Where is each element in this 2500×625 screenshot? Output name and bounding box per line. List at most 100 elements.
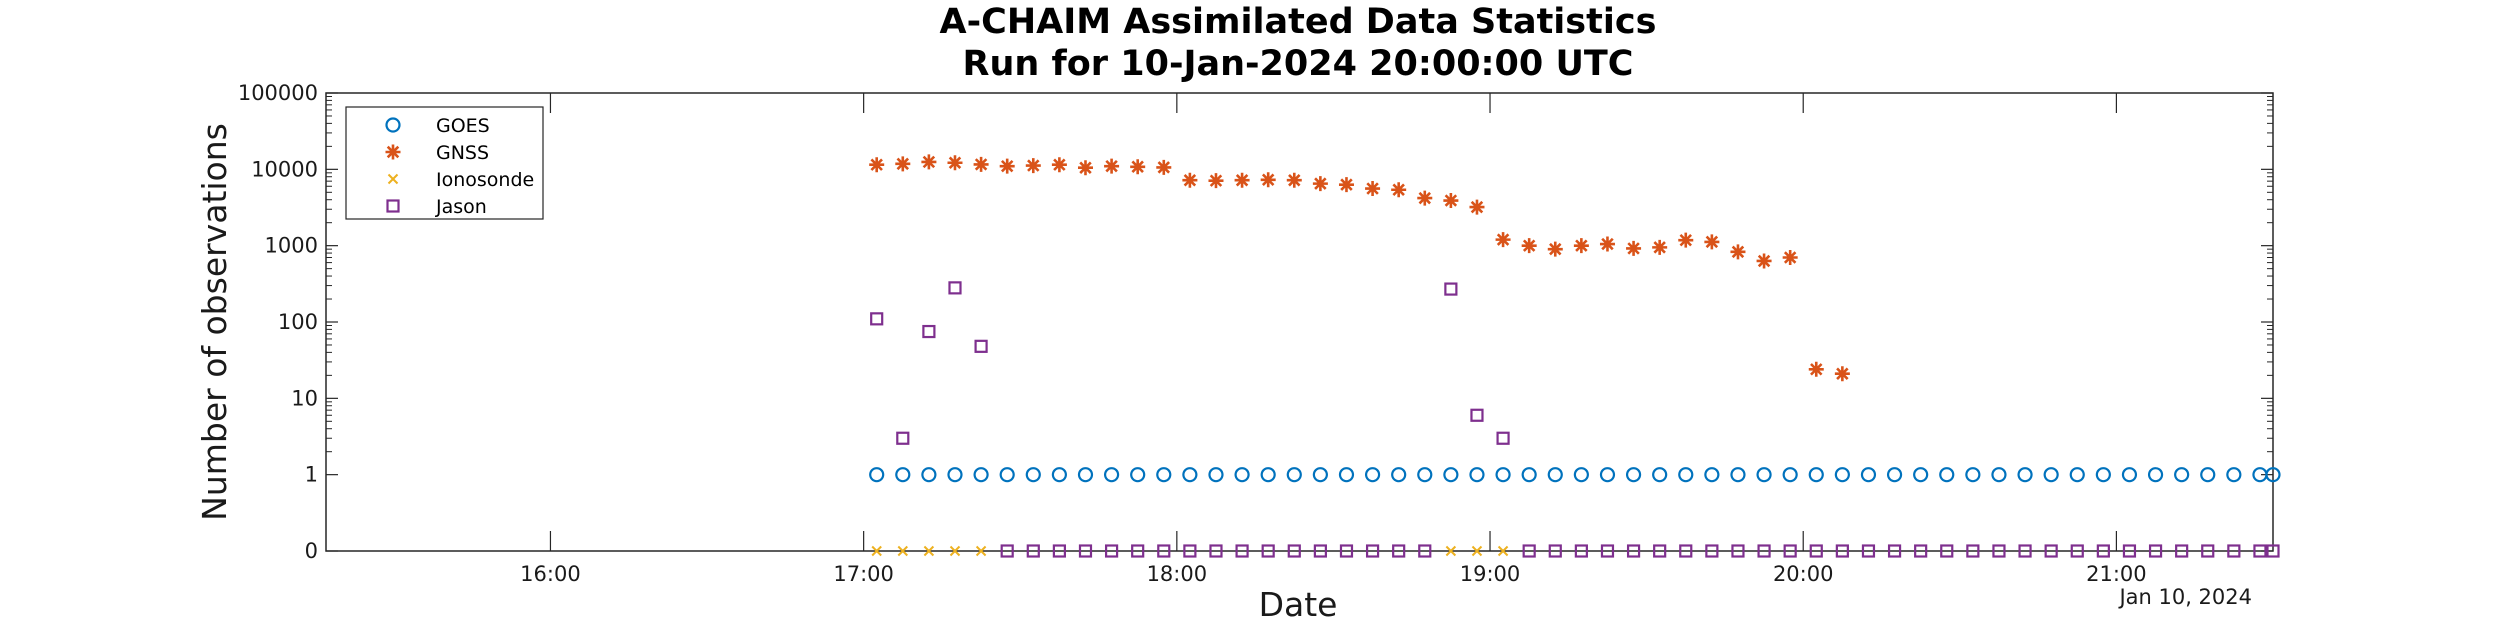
jason-point — [1418, 544, 1432, 558]
jason-point — [1026, 544, 1040, 558]
goes-point — [973, 467, 989, 483]
goes-point — [2265, 467, 2281, 483]
goes-point — [1834, 467, 1850, 483]
gnss-point — [999, 158, 1015, 174]
jason-point — [1339, 544, 1354, 558]
goes-point — [2174, 467, 2190, 483]
ionosonde-point — [871, 545, 882, 557]
goes-point — [1260, 467, 1276, 483]
gnss-point — [1208, 173, 1224, 189]
gnss-point — [1156, 159, 1172, 175]
jason-point — [2201, 544, 2215, 558]
jason-point — [2018, 544, 2032, 558]
gnss-point — [895, 156, 911, 172]
jason-point — [1104, 544, 1119, 558]
legend-box — [345, 106, 544, 220]
goes-point — [869, 467, 885, 483]
jason-point — [1157, 544, 1171, 558]
goes-point — [1469, 467, 1485, 483]
y-tick-label: 10 — [291, 386, 318, 410]
legend-marker-gnss — [385, 144, 401, 160]
goes-point — [1182, 467, 1198, 483]
jason-point — [1444, 282, 1458, 296]
goes-point — [1103, 467, 1120, 483]
goes-point — [1547, 467, 1563, 483]
gnss-point — [1782, 249, 1798, 265]
jason-point — [1705, 544, 1719, 558]
x-tick-label: 19:00 — [1460, 562, 1521, 586]
gnss-point — [1495, 232, 1511, 248]
goes-point — [1208, 467, 1224, 483]
goes-point — [1599, 467, 1616, 483]
jason-point — [1392, 544, 1406, 558]
goes-point — [921, 467, 937, 483]
legend-marker-goes — [385, 117, 401, 133]
goes-point — [2017, 467, 2033, 483]
chart-title-line-2: Run for 10-Jan-2024 20:00:00 UTC — [963, 44, 1634, 84]
gnss-point — [1521, 238, 1537, 254]
gnss-point — [1025, 158, 1041, 174]
jason-point — [2253, 544, 2267, 558]
gnss-point — [1286, 172, 1302, 188]
jason-point — [1183, 544, 1197, 558]
gnss-point — [921, 154, 937, 170]
gnss-point — [947, 155, 963, 171]
jason-point — [1861, 544, 1876, 558]
gnss-point — [1338, 177, 1354, 193]
y-tick-label: 1000 — [265, 234, 318, 258]
legend-label-ionosonde: Ionosonde — [436, 169, 534, 191]
jason-point — [2044, 544, 2058, 558]
jason-point — [1496, 431, 1510, 445]
goes-point — [1939, 467, 1955, 483]
x-tick-label: 16:00 — [520, 562, 581, 586]
gnss-point — [1391, 182, 1407, 198]
goes-point — [1286, 467, 1302, 483]
legend-label-gnss: GNSS — [436, 142, 489, 164]
goes-point — [1652, 467, 1668, 483]
jason-point — [896, 431, 910, 445]
jason-point — [1313, 544, 1327, 558]
ionosonde-point — [1445, 545, 1457, 557]
series-goes — [869, 467, 2281, 483]
goes-point — [1025, 467, 1041, 483]
jason-point — [1078, 544, 1093, 558]
goes-point — [1338, 467, 1355, 483]
jason-point — [1626, 544, 1641, 558]
jason-point — [1287, 544, 1301, 558]
y-tick-label: 100 — [278, 310, 318, 334]
legend: GOES GNSS Ionosonde Jason — [345, 106, 544, 220]
jason-point — [1000, 544, 1014, 558]
legend-marker-jason — [386, 199, 400, 213]
jason-point — [2175, 544, 2189, 558]
jason-point — [2148, 544, 2163, 558]
jason-point — [974, 339, 988, 353]
jason-point — [1653, 544, 1667, 558]
goes-point — [1234, 467, 1250, 483]
data-markers — [869, 154, 2281, 558]
series-ionosonde — [871, 545, 1509, 557]
goes-point — [999, 467, 1015, 483]
goes-point — [1913, 467, 1929, 483]
gnss-point — [973, 156, 989, 172]
jason-point — [1887, 544, 1902, 558]
legend-marker-ionosonde — [387, 173, 399, 185]
x-axis-label: Date — [1259, 585, 1338, 624]
jason-point — [1209, 544, 1223, 558]
gnss-point — [1756, 253, 1772, 269]
ionosonde-point — [949, 545, 961, 557]
x-tick-label: 21:00 — [2086, 562, 2147, 586]
jason-point — [1757, 544, 1771, 558]
gnss-point — [1652, 239, 1668, 255]
jason-point — [1470, 408, 1484, 422]
goes-point — [1495, 467, 1511, 483]
gnss-point — [1104, 158, 1120, 174]
gnss-point — [1077, 160, 1093, 176]
gnss-point — [1182, 172, 1198, 188]
jason-point — [1731, 544, 1745, 558]
jason-point — [2122, 544, 2137, 558]
y-tick-label: 1 — [305, 463, 318, 487]
goes-point — [2200, 467, 2216, 483]
goes-point — [2147, 467, 2164, 483]
y-tick-label: 100000 — [238, 81, 318, 105]
gnss-point — [1130, 159, 1146, 175]
